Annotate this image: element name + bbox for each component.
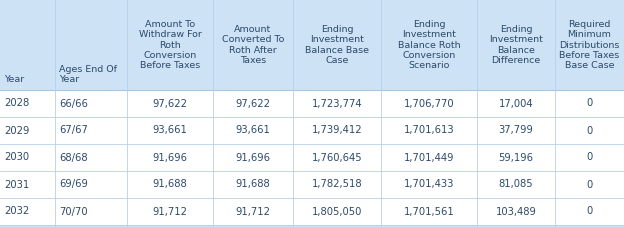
Text: 2032: 2032 — [4, 207, 29, 217]
Text: 91,688: 91,688 — [153, 180, 187, 190]
Text: 2029: 2029 — [4, 126, 29, 136]
Text: 1,701,613: 1,701,613 — [404, 126, 454, 136]
Text: 37,799: 37,799 — [499, 126, 534, 136]
Text: 97,622: 97,622 — [235, 99, 270, 109]
Text: 17,004: 17,004 — [499, 99, 534, 109]
Text: 70/70: 70/70 — [59, 207, 87, 217]
Text: 91,696: 91,696 — [152, 153, 187, 163]
Text: 1,739,412: 1,739,412 — [311, 126, 363, 136]
Text: 2030: 2030 — [4, 153, 29, 163]
Text: 59,196: 59,196 — [499, 153, 534, 163]
Text: 0: 0 — [587, 153, 593, 163]
Bar — [0, 117, 624, 144]
Bar — [0, 90, 624, 117]
Text: 0: 0 — [587, 180, 593, 190]
Text: 81,085: 81,085 — [499, 180, 534, 190]
Bar — [0, 144, 624, 171]
Text: 67/67: 67/67 — [59, 126, 88, 136]
Text: 1,723,774: 1,723,774 — [311, 99, 363, 109]
Text: 91,712: 91,712 — [152, 207, 187, 217]
Text: 1,701,433: 1,701,433 — [404, 180, 454, 190]
Text: 103,489: 103,489 — [495, 207, 537, 217]
Text: Ages End Of
Year: Ages End Of Year — [59, 65, 117, 84]
Text: 91,696: 91,696 — [235, 153, 270, 163]
Text: 93,661: 93,661 — [236, 126, 270, 136]
Text: 93,661: 93,661 — [152, 126, 187, 136]
Text: 2031: 2031 — [4, 180, 29, 190]
Bar — [0, 198, 624, 225]
Text: 1,805,050: 1,805,050 — [312, 207, 362, 217]
Bar — [0, 171, 624, 198]
Text: 1,760,645: 1,760,645 — [311, 153, 363, 163]
Text: 97,622: 97,622 — [152, 99, 187, 109]
Text: Ending
Investment
Balance Roth
Conversion
Scenario: Ending Investment Balance Roth Conversio… — [397, 20, 461, 70]
Text: 66/66: 66/66 — [59, 99, 88, 109]
Text: 1,701,561: 1,701,561 — [404, 207, 454, 217]
Text: Ending
Investment
Balance Base
Case: Ending Investment Balance Base Case — [305, 25, 369, 65]
Bar — [0, 0, 624, 90]
Text: 69/69: 69/69 — [59, 180, 88, 190]
Text: Required
Minimum
Distributions
Before Taxes
Base Case: Required Minimum Distributions Before Ta… — [559, 20, 620, 70]
Text: 68/68: 68/68 — [59, 153, 87, 163]
Text: 0: 0 — [587, 99, 593, 109]
Text: Amount To
Withdraw For
Roth
Conversion
Before Taxes: Amount To Withdraw For Roth Conversion B… — [139, 20, 202, 70]
Text: 2028: 2028 — [4, 99, 29, 109]
Text: 91,712: 91,712 — [235, 207, 270, 217]
Text: 1,782,518: 1,782,518 — [311, 180, 363, 190]
Text: 91,688: 91,688 — [236, 180, 270, 190]
Text: 0: 0 — [587, 126, 593, 136]
Text: 0: 0 — [587, 207, 593, 217]
Text: 1,706,770: 1,706,770 — [404, 99, 454, 109]
Text: 1,701,449: 1,701,449 — [404, 153, 454, 163]
Text: Amount
Converted To
Roth After
Taxes: Amount Converted To Roth After Taxes — [222, 25, 284, 65]
Text: Ending
Investment
Balance
Difference: Ending Investment Balance Difference — [489, 25, 543, 65]
Text: Year: Year — [4, 75, 24, 84]
